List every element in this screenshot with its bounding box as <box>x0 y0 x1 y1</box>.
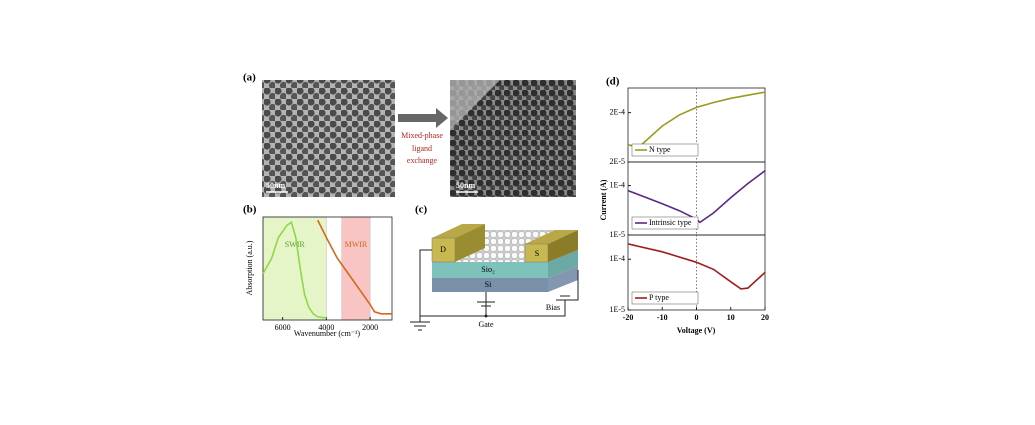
x-tick-label: 6000 <box>275 323 291 332</box>
y-tick-label: 1E-5 <box>609 230 625 239</box>
x-tick-label: 4000 <box>318 323 334 332</box>
panel-label: (b) <box>243 204 257 216</box>
x-tick-label: 20 <box>761 313 769 322</box>
series-line <box>627 243 766 290</box>
region <box>341 216 371 321</box>
tem-image <box>262 80 395 197</box>
y-tick-label: 1E-4 <box>609 180 625 189</box>
electrode-label: S <box>535 249 539 258</box>
y-tick-label: 1E-4 <box>609 254 625 263</box>
arrow-text: ligand <box>412 144 432 153</box>
legend-box <box>631 291 699 305</box>
y-tick-label: 2E-5 <box>609 157 625 166</box>
legend-box <box>631 143 699 157</box>
series-line <box>627 170 766 224</box>
panel-label: (c) <box>415 204 428 216</box>
x-tick-label: 2000 <box>362 323 378 332</box>
y-tick-label: 2E-4 <box>609 107 625 116</box>
region-label: SWIR <box>285 240 306 249</box>
region-label: MWIR <box>345 240 368 249</box>
bias-label: Bias <box>546 303 560 312</box>
layer-label: Si <box>485 280 492 289</box>
legend-label: P type <box>649 293 669 302</box>
layer-label: Sio₂ <box>481 265 495 274</box>
scale-bar: 50nm <box>266 181 285 190</box>
y-axis-label: Absorption (a.u.) <box>245 240 254 295</box>
legend-box <box>631 216 699 230</box>
series-line <box>316 219 392 315</box>
y-tick-label: 1E-5 <box>609 305 625 314</box>
series-line <box>262 220 327 319</box>
arrow-text: Mixed-phase <box>401 131 443 140</box>
x-tick-label: 0 <box>695 313 699 322</box>
device-schematic <box>410 224 579 331</box>
plot-frame <box>262 216 393 321</box>
electrode-label: D <box>440 245 446 254</box>
legend-label: Intrinsic type <box>649 218 692 227</box>
x-tick-label: 10 <box>727 313 735 322</box>
x-tick-label: -10 <box>657 313 668 322</box>
x-tick-label: -20 <box>623 313 634 322</box>
arrow <box>398 108 448 128</box>
tem-background <box>450 80 500 130</box>
x-axis-label: Voltage (V) <box>677 326 716 335</box>
arrow-text: exchange <box>407 156 438 165</box>
gate-label: Gate <box>478 320 494 329</box>
y-axis-label: Current (A) <box>599 179 608 220</box>
scale-bar: 50nm <box>456 181 475 190</box>
panel-label: (d) <box>606 76 620 88</box>
legend-label: N type <box>649 145 671 154</box>
x-axis-label: Wavenumber (cm⁻¹) <box>294 329 361 338</box>
panel-label: (a) <box>243 72 256 84</box>
